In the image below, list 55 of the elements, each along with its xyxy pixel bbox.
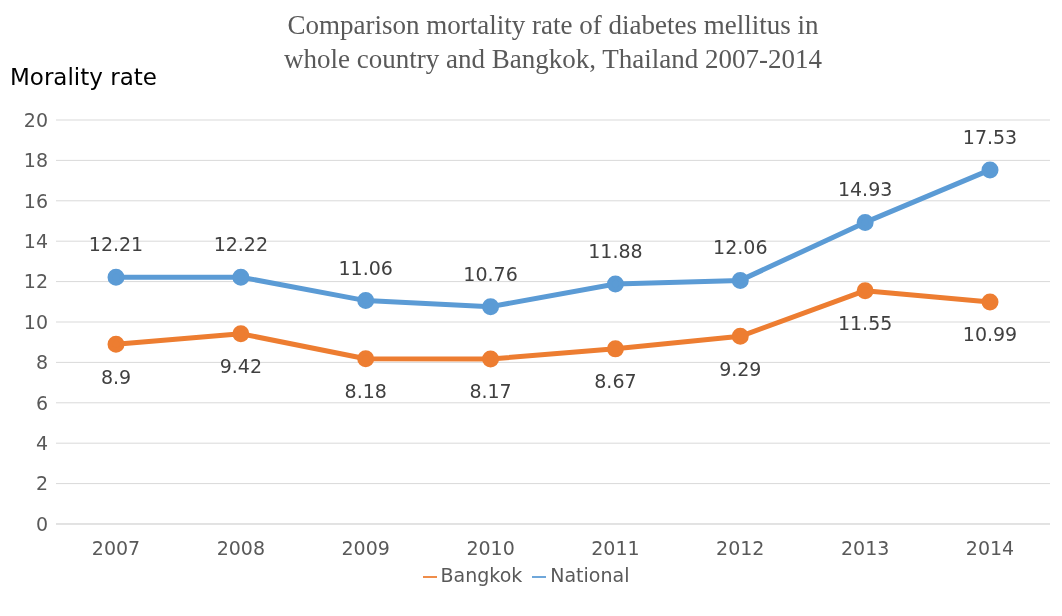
point: [482, 298, 500, 316]
x-tick-label: 2012: [716, 537, 765, 560]
point: [606, 275, 624, 293]
point: [232, 325, 250, 343]
data-label: 17.53: [962, 125, 1018, 148]
data-label: 12.06: [713, 236, 768, 259]
x-tick-label: 2007: [91, 537, 141, 560]
legend-label: National: [550, 564, 630, 586]
x-tick-label: 2010: [466, 537, 515, 560]
point: [357, 292, 375, 310]
data-label: 14.93: [837, 178, 893, 201]
point: [856, 282, 874, 300]
data-label: 8.67: [594, 370, 637, 393]
x-tick-label: 2011: [591, 537, 640, 560]
point: [981, 161, 999, 179]
y-tick-label: 16: [23, 189, 48, 212]
point: [981, 293, 999, 311]
x-tick-label: 2009: [341, 537, 390, 560]
y-tick-label: 8: [35, 351, 48, 374]
point: [357, 350, 375, 368]
point: [731, 327, 749, 345]
x-tick-label: 2014: [965, 537, 1015, 560]
y-tick-label: 12: [23, 270, 48, 293]
data-label: 8.18: [344, 380, 387, 403]
y-tick-label: 18: [23, 149, 48, 172]
y-tick-label: 4: [35, 431, 48, 454]
y-tick-label: 6: [35, 391, 48, 414]
data-label: 12.21: [88, 233, 144, 256]
point: [107, 335, 125, 353]
legend-label: Bangkok: [440, 564, 523, 586]
data-label: 8.17: [469, 380, 512, 403]
y-axis-title: Morality rate: [10, 64, 157, 90]
data-label: 11.88: [588, 240, 643, 263]
y-tick-label: 0: [35, 512, 48, 535]
y-tick-label: 20: [23, 108, 48, 131]
data-label: 10.99: [962, 323, 1018, 346]
y-tick-label: 2: [35, 472, 48, 495]
point: [482, 350, 500, 368]
data-label: 8.9: [100, 365, 132, 388]
y-tick-label: 10: [23, 310, 48, 333]
data-label: 10.76: [463, 262, 518, 285]
point: [856, 213, 874, 231]
point: [606, 340, 624, 358]
chart-title: Comparison mortality rate of diabetes mellitus in whole country and Bangkok, Thailand 2007-2014: [283, 9, 823, 76]
data-label: 11.06: [338, 256, 393, 279]
x-tick-label: 2013: [840, 537, 890, 560]
data-label: 9.42: [219, 355, 263, 378]
x-tick-label: 2008: [216, 537, 266, 560]
point: [107, 268, 125, 286]
data-label: 11.55: [837, 312, 893, 335]
point: [731, 271, 749, 289]
data-label: 12.22: [213, 233, 269, 256]
data-label: 9.29: [719, 357, 762, 380]
y-tick-label: 14: [23, 229, 48, 252]
point: [232, 268, 250, 286]
